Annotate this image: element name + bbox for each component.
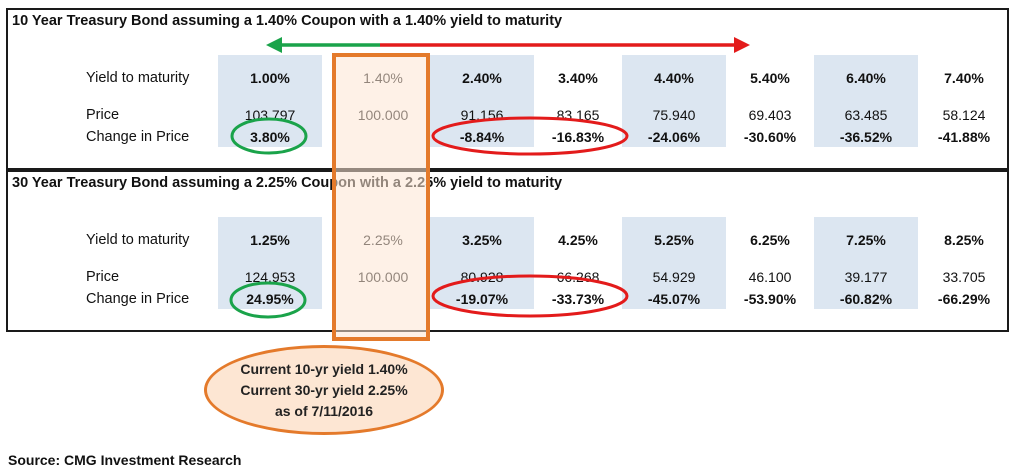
callout-line-2: Current 30-yr yield 2.25%	[240, 381, 408, 398]
price-cell: 66.268	[556, 269, 600, 285]
change-cell: -16.83%	[551, 129, 605, 145]
shaded-column	[814, 55, 918, 147]
yield-cell: 4.25%	[558, 232, 598, 248]
change-cell: 24.95%	[246, 291, 294, 307]
price-cell: 58.124	[942, 107, 986, 123]
price-cell: 46.100	[748, 269, 792, 285]
price-cell: 80.928	[460, 269, 504, 285]
yield-cell: 1.25%	[250, 232, 290, 248]
row-label-price: Price	[86, 107, 120, 123]
table-10yr-title: 10 Year Treasury Bond assuming a 1.40% C…	[12, 13, 563, 29]
change-cell: -60.82%	[839, 291, 893, 307]
yield-cell: 3.25%	[462, 232, 502, 248]
price-cell: 124.953	[244, 269, 296, 285]
change-cell: -33.73%	[551, 291, 605, 307]
change-cell: -30.60%	[743, 129, 797, 145]
change-cell: -19.07%	[455, 291, 509, 307]
yield-cell: 2.40%	[462, 70, 502, 86]
yield-cell: 5.25%	[654, 232, 694, 248]
change-cell: -45.07%	[647, 291, 701, 307]
row-label-change: Change in Price	[86, 129, 190, 145]
yield-cell: 1.00%	[250, 70, 290, 86]
price-cell: 83.165	[556, 107, 600, 123]
callout-line-3: as of 7/11/2016	[274, 402, 374, 419]
price-cell: 39.177	[844, 269, 888, 285]
yield-cell: 7.25%	[846, 232, 886, 248]
row-label-change: Change in Price	[86, 291, 190, 307]
row-label-yield: Yield to maturity	[86, 70, 190, 86]
price-cell: 91.156	[460, 107, 504, 123]
price-cell: 54.929	[652, 269, 696, 285]
table-30yr-title: 30 Year Treasury Bond assuming a 2.25% C…	[12, 175, 563, 191]
yield-cell: 1.40%	[363, 70, 403, 86]
change-cell: -53.90%	[743, 291, 797, 307]
current-yields-callout: Current 10-yr yield 1.40% Current 30-yr …	[204, 345, 444, 435]
shaded-column	[814, 217, 918, 309]
yield-cell: 3.40%	[558, 70, 598, 86]
source-note: Source: CMG Investment Research	[8, 452, 242, 468]
change-cell: -8.84%	[459, 129, 505, 145]
yield-cell: 6.25%	[750, 232, 790, 248]
change-cell: -24.06%	[647, 129, 701, 145]
row-label-yield: Yield to maturity	[86, 232, 190, 248]
price-cell: 63.485	[844, 107, 888, 123]
yield-cell: 6.40%	[846, 70, 886, 86]
callout-line-1: Current 10-yr yield 1.40%	[240, 360, 408, 377]
change-cell: 3.80%	[250, 129, 290, 145]
price-cell: 75.940	[652, 107, 696, 123]
price-cell: 103.797	[244, 107, 296, 123]
change-cell: -36.52%	[839, 129, 893, 145]
shaded-column	[622, 217, 726, 309]
price-cell: 33.705	[942, 269, 986, 285]
row-label-price: Price	[86, 269, 120, 285]
yield-cell: 8.25%	[944, 232, 984, 248]
price-cell: 69.403	[748, 107, 792, 123]
price-cell: 100.000	[357, 107, 409, 123]
yield-cell: 4.40%	[654, 70, 694, 86]
table-10yr: 10 Year Treasury Bond assuming a 1.40% C…	[6, 8, 1009, 170]
change-cell: -66.29%	[937, 291, 991, 307]
yield-cell: 5.40%	[750, 70, 790, 86]
yield-cell: 7.40%	[944, 70, 984, 86]
price-cell: 100.000	[357, 269, 409, 285]
yield-cell: 2.25%	[363, 232, 403, 248]
change-cell: -41.88%	[937, 129, 991, 145]
table-30yr: 30 Year Treasury Bond assuming a 2.25% C…	[6, 170, 1009, 332]
shaded-column	[622, 55, 726, 147]
